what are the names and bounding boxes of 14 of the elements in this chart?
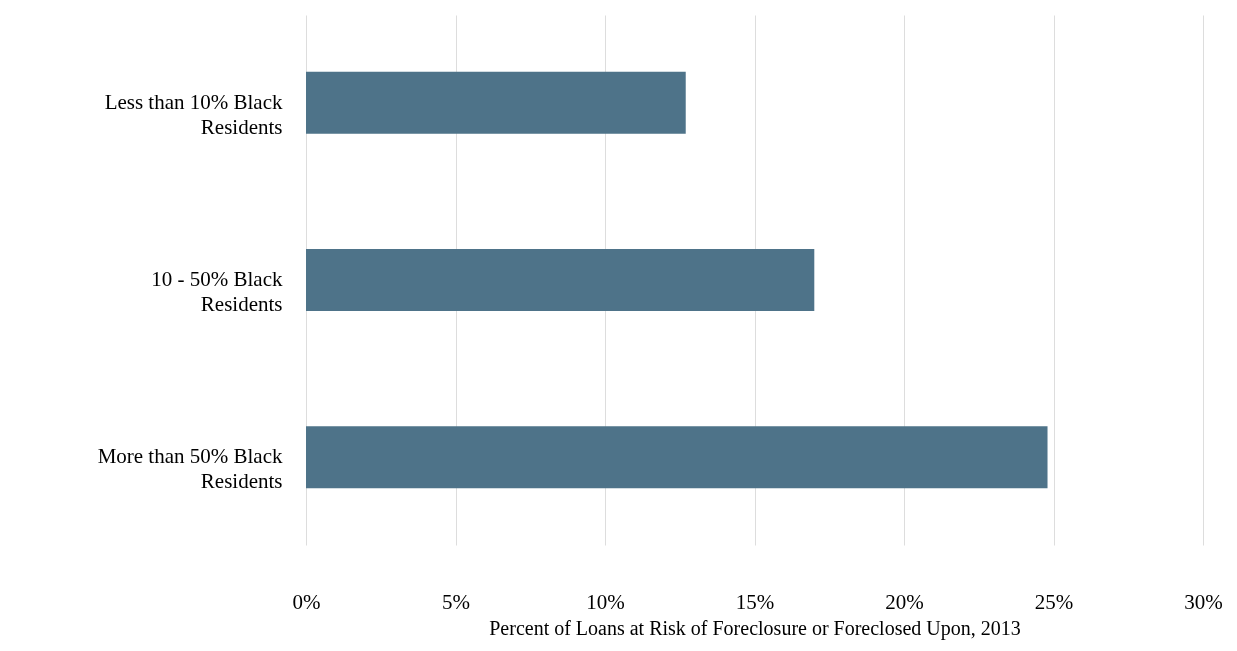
x-axis-title: Percent of Loans at Risk of Foreclosure or Foreclosed Upon, 2013 — [489, 616, 1021, 640]
y-tick-label: 10 - 50% Black Residents — [151, 267, 283, 316]
x-tick-label: 30% — [1184, 589, 1223, 614]
x-tick-label: 0% — [292, 589, 321, 614]
x-tick-label: 25% — [1034, 589, 1074, 614]
bar — [306, 426, 1048, 489]
x-tick-label: 20% — [885, 589, 924, 614]
x-tick-label: 15% — [735, 589, 775, 614]
bar — [306, 71, 686, 134]
y-tick-label: More than 50% Black Residents — [97, 444, 283, 494]
bar — [306, 248, 815, 312]
x-tick-label: 5% — [442, 589, 470, 614]
x-tick-label: 10% — [586, 589, 625, 614]
y-tick-label: Less than 10% Black Residents — [104, 89, 283, 139]
